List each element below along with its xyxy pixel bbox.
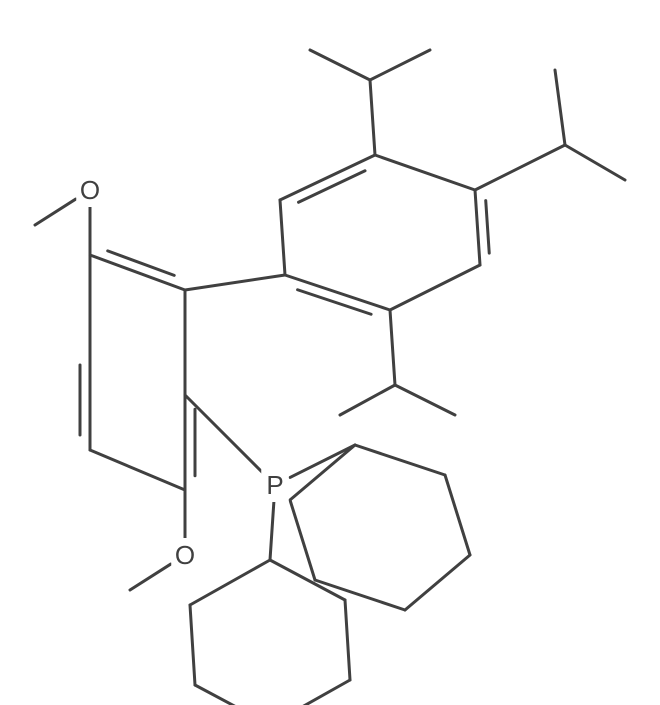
atom-label-o: O: [80, 175, 100, 205]
atom-label-o: O: [175, 540, 195, 570]
bond-line: [390, 310, 395, 385]
bond-line: [475, 145, 565, 190]
bond-line: [345, 600, 350, 680]
bond-line: [130, 564, 171, 590]
labels-layer: O O P: [76, 173, 289, 572]
bond-line: [290, 500, 315, 580]
bond-line: [285, 275, 390, 310]
bonds-layer: [35, 50, 625, 705]
bond-line: [185, 275, 285, 290]
bond-line: [270, 502, 274, 560]
bond-line: [185, 395, 263, 473]
bond-line: [90, 450, 185, 490]
bond-line: [370, 50, 430, 80]
bond-line: [355, 445, 445, 475]
molecule-diagram: O O P: [0, 0, 660, 705]
bond-line: [555, 70, 565, 145]
bond-line: [270, 560, 345, 600]
bond-line: [190, 605, 195, 685]
bond-line: [108, 251, 174, 276]
bond-line: [190, 560, 270, 605]
bond-line: [35, 199, 76, 225]
bond-line: [280, 200, 285, 275]
bond-line: [390, 265, 480, 310]
bond-line: [340, 385, 395, 415]
bond-line: [445, 475, 470, 555]
bond-line: [195, 685, 270, 705]
atom-label-p: P: [266, 470, 283, 500]
bond-line: [310, 50, 370, 80]
bond-line: [298, 290, 372, 315]
bond-line: [315, 580, 405, 610]
bond-line: [375, 155, 475, 190]
bond-line: [486, 201, 490, 254]
bond-line: [395, 385, 455, 415]
bond-line: [565, 145, 625, 180]
bond-line: [405, 555, 470, 610]
bond-line: [270, 680, 350, 705]
bond-line: [370, 80, 375, 155]
bond-line: [280, 155, 375, 200]
bond-line: [475, 190, 480, 265]
